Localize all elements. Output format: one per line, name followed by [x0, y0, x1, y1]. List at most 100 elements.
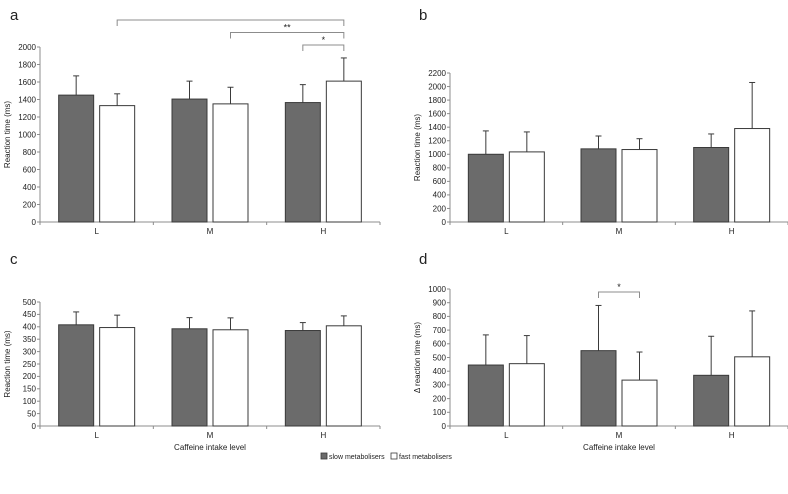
y-tick-label: 800 [23, 148, 37, 157]
y-tick-label: 250 [23, 360, 37, 369]
y-tick-label: 0 [442, 422, 447, 431]
y-tick-label: 1600 [18, 78, 36, 87]
x-tick-label: H [320, 431, 326, 440]
bar-fast [508, 363, 545, 427]
y-tick-label: 200 [23, 372, 37, 381]
bar-slow [693, 374, 730, 427]
y-tick-label: 500 [23, 298, 37, 307]
x-tick-label: H [320, 227, 326, 236]
significance-bracket [302, 44, 345, 51]
y-tick-label: 1000 [18, 130, 36, 139]
x-tick-label: M [207, 431, 214, 440]
y-axis-label: Reaction time (ms) [3, 101, 12, 168]
y-tick-label: 0 [32, 218, 37, 227]
bar-fast [734, 128, 771, 223]
y-tick-label: 200 [433, 204, 447, 213]
y-tick-label: 400 [433, 191, 447, 200]
x-tick-label: H [729, 227, 735, 236]
panel-label: b [419, 7, 427, 24]
bar-fast [212, 329, 249, 427]
y-axis-label: Δ reaction time (ms) [413, 322, 422, 393]
y-tick-label: 200 [23, 200, 37, 209]
chart-panel-b: b 0 200 400 600 800 1000 1200 1400 1600 1800 2000 22… [413, 7, 788, 236]
y-tick-label: 1800 [18, 60, 36, 69]
bar-fast [325, 80, 362, 223]
y-tick-label: 1200 [18, 113, 36, 122]
y-tick-label: 600 [23, 165, 37, 174]
panel-label: d [419, 251, 427, 268]
y-tick-label: 1800 [428, 96, 446, 105]
y-tick-label: 2200 [428, 69, 446, 78]
bar-slow [58, 94, 95, 223]
bar-slow [580, 148, 617, 223]
y-tick-label: 400 [23, 323, 37, 332]
y-tick-label: 0 [32, 422, 37, 431]
bar-slow [58, 324, 95, 427]
y-tick-label: 300 [23, 347, 37, 356]
bar-fast [621, 149, 658, 223]
x-tick-label: L [94, 227, 99, 236]
legend: slow metabolisers fast metabolisers [320, 452, 452, 461]
bar-fast [99, 105, 136, 223]
y-axis-label: Reaction time (ms) [3, 330, 12, 397]
y-tick-label: 100 [433, 408, 447, 417]
y-tick-label: 400 [23, 183, 37, 192]
y-axis-label: Reaction time (ms) [413, 114, 422, 181]
bar-fast [621, 379, 658, 427]
chart-panel-a: a 0 200 400 600 800 1000 1200 1400 1600 1800 2000 L M… [3, 7, 381, 236]
x-axis-label: Caffeine intake level [583, 443, 655, 452]
y-tick-label: 600 [433, 177, 447, 186]
significance-label: * [617, 282, 621, 292]
y-tick-label: 800 [433, 164, 447, 173]
y-tick-label: 1400 [18, 95, 36, 104]
bar-fast [325, 325, 362, 427]
y-tick-label: 2000 [18, 43, 36, 52]
x-tick-label: M [616, 431, 623, 440]
legend-label-slow: slow metabolisers [329, 454, 385, 461]
legend-swatch-slow [320, 452, 328, 460]
chart-panel-c: c 0 50 100 150 200 250 300 350 400 450 500 L M H Reacti… [3, 251, 381, 452]
bar-slow [284, 102, 321, 223]
bar-fast [212, 103, 249, 223]
y-tick-label: 1400 [428, 123, 446, 132]
y-tick-label: 900 [433, 299, 447, 308]
bar-slow [171, 328, 208, 427]
significance-bracket [230, 32, 345, 39]
y-tick-label: 400 [433, 367, 447, 376]
y-tick-label: 800 [433, 312, 447, 321]
bar-fast [99, 327, 136, 427]
bar-slow [467, 364, 504, 427]
bar-slow [580, 350, 617, 427]
chart-panel-d: d 0 100 200 300 400 500 600 700 800 900 1000 L M H Δ re… [413, 251, 788, 452]
y-tick-label: 1000 [428, 150, 446, 159]
x-tick-label: L [504, 227, 509, 236]
bar-slow [171, 98, 208, 223]
y-tick-label: 300 [433, 381, 447, 390]
y-tick-label: 1000 [428, 285, 446, 294]
bar-slow [467, 153, 504, 223]
significance-bracket [116, 19, 345, 26]
y-tick-label: 50 [27, 409, 36, 418]
x-tick-label: L [504, 431, 509, 440]
significance-bracket [598, 291, 640, 298]
legend-swatch-fast [390, 452, 398, 460]
y-tick-label: 500 [433, 353, 447, 362]
bar-fast [734, 356, 771, 427]
x-axis-label: Caffeine intake level [174, 443, 246, 452]
significance-label: * [322, 35, 326, 45]
legend-label-fast: fast metabolisers [399, 454, 452, 461]
x-tick-label: M [616, 227, 623, 236]
x-tick-label: L [94, 431, 99, 440]
y-tick-label: 350 [23, 335, 37, 344]
y-tick-label: 0 [442, 218, 447, 227]
bar-slow [284, 330, 321, 427]
bar-fast [508, 151, 545, 223]
panel-label: a [10, 7, 19, 24]
x-tick-label: M [207, 227, 214, 236]
y-tick-label: 450 [23, 310, 37, 319]
y-tick-label: 2000 [428, 82, 446, 91]
y-tick-label: 150 [23, 385, 37, 394]
x-tick-label: H [729, 431, 735, 440]
